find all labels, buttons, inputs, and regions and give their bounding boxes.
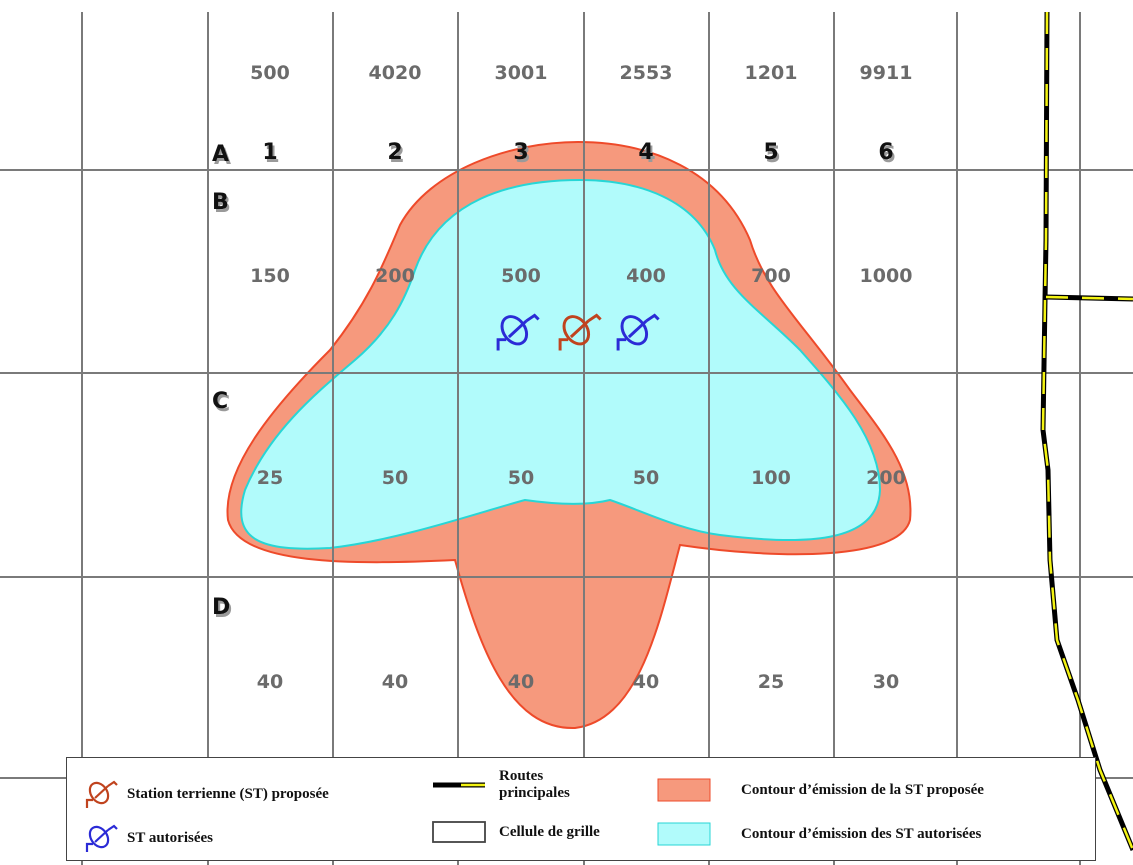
cell-value: 40: [508, 671, 534, 693]
row-letter-shadow: D: [214, 598, 232, 623]
road-line-icon: [433, 782, 485, 788]
cell-value: 50: [633, 467, 659, 489]
legend-authorized-stations: ST autorisées: [81, 822, 213, 854]
column-number: 6: [878, 140, 893, 165]
column-number: 2: [387, 140, 402, 165]
legend-grid-cell-label: Cellule de grille: [499, 823, 600, 840]
cell-value: 50: [382, 467, 408, 489]
column-top-value: 500: [250, 62, 290, 84]
column-top-value: 2553: [620, 62, 673, 84]
row-letter: D: [212, 595, 230, 620]
authorized-emission-contour: [240, 178, 882, 550]
row-letter: C: [212, 389, 228, 414]
column-top-value: 4020: [369, 62, 422, 84]
legend-proposed-contour: Contour d’émission de la ST proposée: [657, 778, 984, 802]
legend-authorized-stations-label: ST autorisées: [127, 829, 213, 846]
legend-proposed-station-label: Station terrienne (ST) proposée: [127, 785, 329, 802]
column-top-value: 3001: [495, 62, 548, 84]
satellite-dish-icon: [85, 780, 118, 808]
column-number-shadow: 5: [765, 143, 780, 168]
legend-proposed-station: Station terrienne (ST) proposée: [81, 778, 329, 810]
legend-authorized-contour-label: Contour d’émission des ST autorisées: [741, 825, 982, 842]
column-top-value: 9911: [860, 62, 913, 84]
legend-grid-cell: Cellule de grille: [431, 820, 600, 844]
cell-value: 100: [751, 467, 791, 489]
column-number-shadow: 6: [880, 143, 895, 168]
grid-cell-icon: [432, 821, 486, 843]
cell-value: 25: [758, 671, 784, 693]
satellite-dish-icon: [616, 313, 660, 351]
column-top-value: 1201: [745, 62, 798, 84]
legend-roads: Routes principales: [431, 768, 570, 802]
column-number: 3: [513, 140, 528, 165]
cell-value: 500: [501, 265, 541, 287]
legend-proposed-contour-label: Contour d’émission de la ST proposée: [741, 781, 984, 798]
column-number: 1: [262, 140, 277, 165]
proposed-contour-swatch: [657, 778, 711, 802]
row-letter-shadow: B: [214, 193, 231, 218]
row-letter-shadow: A: [214, 145, 231, 170]
cell-value: 40: [257, 671, 283, 693]
cell-value: 200: [866, 467, 906, 489]
column-number-shadow: 1: [264, 143, 279, 168]
cell-value: 150: [250, 265, 290, 287]
satellite-dish-icon: [558, 313, 602, 351]
cell-value: 40: [633, 671, 659, 693]
column-number: 4: [638, 140, 653, 165]
row-letter: A: [212, 142, 229, 167]
row-letter: B: [212, 190, 229, 215]
column-number: 5: [763, 140, 778, 165]
legend-authorized-contour: Contour d’émission des ST autorisées: [657, 822, 981, 846]
cell-value: 400: [626, 265, 666, 287]
satellite-dish-icon: [496, 313, 540, 351]
row-letter-shadow: C: [214, 392, 230, 417]
cell-value: 1000: [860, 265, 913, 287]
authorized-contour-swatch: [657, 822, 711, 846]
legend: Station terrienne (ST) proposée ST autor…: [66, 757, 1096, 861]
column-number-shadow: 3: [515, 143, 530, 168]
main-road: [1040, 11, 1133, 851]
column-number-shadow: 4: [640, 143, 655, 168]
satellite-dish-icon: [85, 824, 118, 852]
cell-value: 200: [375, 265, 415, 287]
legend-roads-label-2: principales: [499, 785, 570, 801]
cell-value: 50: [508, 467, 534, 489]
cell-value: 40: [382, 671, 408, 693]
column-number-shadow: 2: [389, 143, 404, 168]
cell-value: 30: [873, 671, 899, 693]
cell-value: 700: [751, 265, 791, 287]
earth-stations: [496, 313, 660, 351]
cell-value: 25: [257, 467, 283, 489]
legend-roads-label-1: Routes: [499, 768, 544, 784]
